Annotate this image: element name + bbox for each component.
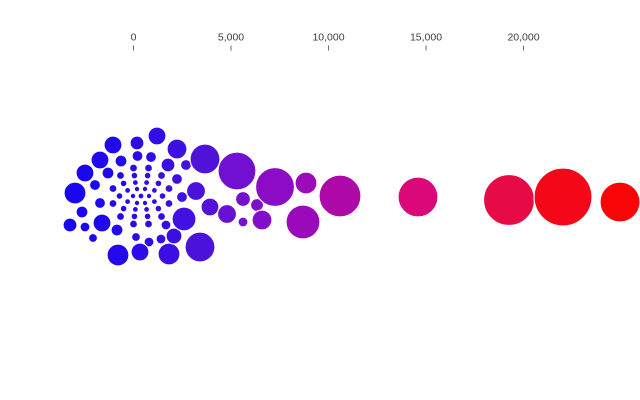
bubble[interactable] xyxy=(93,196,107,210)
x-axis: 0 5,000 10,000 15,000 20,000 xyxy=(131,32,540,51)
bubble[interactable] xyxy=(482,173,536,227)
bubble[interactable] xyxy=(75,205,89,219)
bubble[interactable] xyxy=(185,180,207,202)
bubble[interactable] xyxy=(150,186,158,194)
bubble[interactable] xyxy=(145,192,153,200)
bubble[interactable] xyxy=(143,205,151,213)
bubble[interactable] xyxy=(79,221,91,233)
bubble[interactable] xyxy=(141,185,149,193)
bubble[interactable] xyxy=(92,213,112,233)
bubble[interactable] xyxy=(119,204,128,213)
bubble[interactable] xyxy=(123,186,132,194)
bubble[interactable] xyxy=(119,179,128,188)
bubble[interactable] xyxy=(130,171,139,180)
axis-tick-label: 5,000 xyxy=(218,32,244,44)
axis-tick-label: 15,000 xyxy=(410,32,442,44)
bubble[interactable] xyxy=(318,174,362,218)
bubble-group xyxy=(62,126,640,267)
bubble[interactable] xyxy=(87,232,99,244)
bubble[interactable] xyxy=(123,198,132,206)
bubble[interactable] xyxy=(147,126,167,146)
bubble[interactable] xyxy=(155,233,167,245)
bubble[interactable] xyxy=(115,170,126,181)
bubble[interactable] xyxy=(108,183,118,194)
bubble[interactable] xyxy=(251,209,273,231)
bubble[interactable] xyxy=(254,166,296,208)
bubble[interactable] xyxy=(131,149,144,163)
bubble[interactable] xyxy=(166,138,188,160)
bubble[interactable] xyxy=(115,211,126,222)
bubble[interactable] xyxy=(130,231,142,243)
bubble[interactable] xyxy=(533,167,593,227)
bubble[interactable] xyxy=(141,199,149,207)
bubble[interactable] xyxy=(103,135,123,155)
axis-tick-label: 0 xyxy=(131,32,137,44)
bubble[interactable] xyxy=(137,192,145,200)
bubble[interactable] xyxy=(158,192,167,201)
bubble[interactable] xyxy=(143,236,155,248)
bubble[interactable] xyxy=(154,179,163,188)
bubble[interactable] xyxy=(234,190,252,208)
bubble[interactable] xyxy=(599,181,640,223)
bubble[interactable] xyxy=(164,198,174,209)
bubble[interactable] xyxy=(101,166,115,180)
bubble[interactable] xyxy=(164,183,174,194)
bubble[interactable] xyxy=(157,242,181,266)
bubble[interactable] xyxy=(131,205,139,213)
bubble[interactable] xyxy=(397,176,439,218)
bubble[interactable] xyxy=(171,206,197,232)
bubble[interactable] xyxy=(216,203,238,225)
bubble[interactable] xyxy=(63,181,87,205)
bubble[interactable] xyxy=(128,219,139,229)
bubble[interactable] xyxy=(237,216,249,228)
bubble[interactable] xyxy=(75,163,95,183)
bubble[interactable] xyxy=(133,199,141,207)
bubble[interactable] xyxy=(294,171,318,195)
bubble[interactable] xyxy=(189,143,221,175)
bubble[interactable] xyxy=(130,242,150,262)
bubble[interactable] xyxy=(285,204,321,240)
bubble[interactable] xyxy=(131,179,139,187)
bubble[interactable] xyxy=(88,178,102,192)
bubble[interactable] xyxy=(110,223,124,237)
bubble[interactable] xyxy=(143,179,151,187)
bubble[interactable] xyxy=(133,185,141,193)
bubble[interactable] xyxy=(115,192,124,201)
bubble[interactable] xyxy=(184,231,216,263)
bubble[interactable] xyxy=(129,135,145,151)
bubble[interactable] xyxy=(160,219,172,231)
bubble[interactable] xyxy=(108,198,118,209)
bubble[interactable] xyxy=(90,150,110,170)
bubble[interactable] xyxy=(144,150,158,164)
bubble[interactable] xyxy=(143,219,154,229)
bubble[interactable] xyxy=(106,243,130,267)
bubble[interactable] xyxy=(200,197,220,217)
bubble[interactable] xyxy=(114,154,128,168)
axis-tick-label: 20,000 xyxy=(507,32,539,44)
bubble[interactable] xyxy=(143,212,152,221)
bubble[interactable] xyxy=(150,198,158,206)
bubble[interactable] xyxy=(62,217,78,233)
bubble[interactable] xyxy=(154,204,163,213)
axis-tick-label: 10,000 xyxy=(312,32,344,44)
bubble[interactable] xyxy=(128,163,139,173)
bubble[interactable] xyxy=(175,190,189,204)
bubble[interactable] xyxy=(217,151,257,191)
bubble[interactable] xyxy=(129,192,137,200)
bubble[interactable] xyxy=(156,211,167,222)
bubble[interactable] xyxy=(130,212,139,221)
bubble[interactable] xyxy=(143,163,154,173)
bubble[interactable] xyxy=(165,227,183,245)
bubble[interactable] xyxy=(170,172,184,186)
bubble[interactable] xyxy=(143,171,152,180)
bubble[interactable] xyxy=(156,170,167,181)
bubble[interactable] xyxy=(160,157,176,173)
